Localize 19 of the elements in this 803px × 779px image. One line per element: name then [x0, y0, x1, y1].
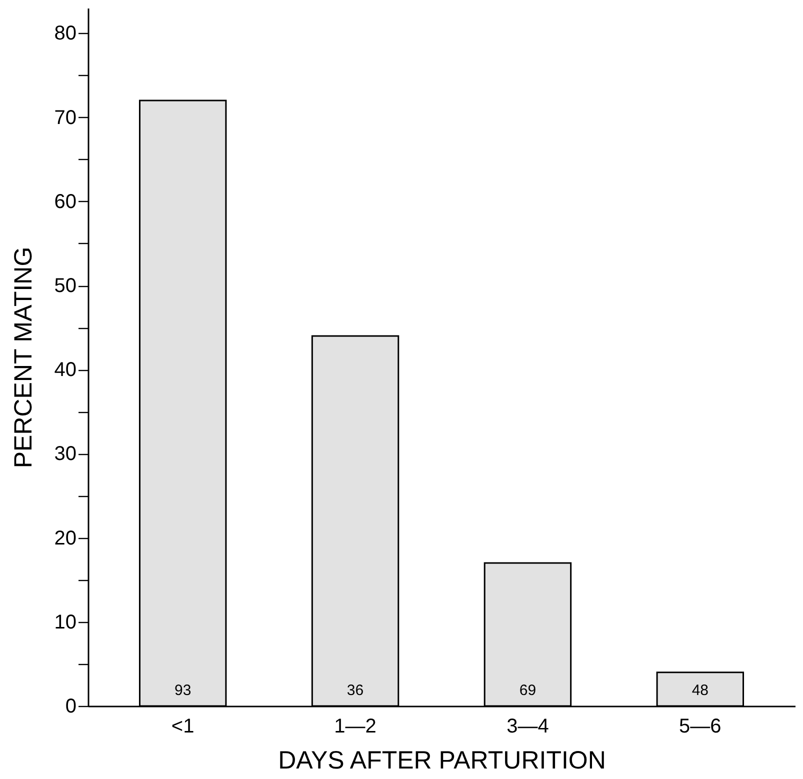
y-tick-label: 80 — [54, 22, 76, 45]
x-axis-title: DAYS AFTER PARTURITION — [278, 746, 606, 774]
annotation: 69 — [519, 682, 536, 699]
annotation: 36 — [346, 682, 364, 699]
y-tick-label: 20 — [54, 527, 76, 550]
y-tick-label: 60 — [54, 190, 76, 213]
x-tick-label: 3—4 — [506, 716, 549, 738]
y-tick-label: 40 — [54, 359, 76, 382]
y-tick-label: 30 — [54, 443, 76, 466]
y-tick-label: 70 — [54, 106, 76, 129]
x-tick-label: 1—2 — [334, 716, 376, 738]
x-tick-label: 5—6 — [679, 716, 722, 738]
annotation: 48 — [692, 682, 708, 699]
annotation: 93 — [174, 682, 192, 699]
y-axis-title: PERCENT MATING — [9, 246, 38, 468]
x-tick-label: <1 — [171, 716, 194, 738]
y-tick-label: 50 — [54, 275, 76, 298]
y-tick-label: 10 — [54, 611, 76, 634]
y-tick-label: 0 — [65, 696, 76, 718]
